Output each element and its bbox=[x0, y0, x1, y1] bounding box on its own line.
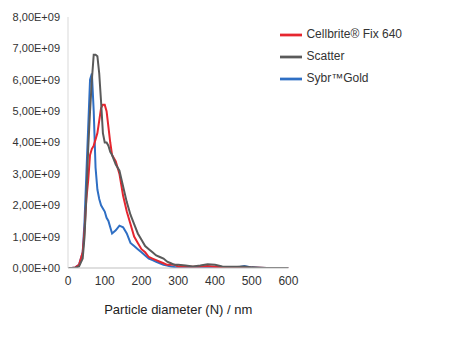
svg-text:0: 0 bbox=[65, 274, 72, 288]
svg-text:500: 500 bbox=[242, 274, 262, 288]
svg-text:6,00E+09: 6,00E+09 bbox=[13, 74, 60, 86]
svg-text:0,00E+00: 0,00E+00 bbox=[13, 262, 60, 274]
svg-text:1,00E+09: 1,00E+09 bbox=[13, 231, 60, 243]
svg-text:Particle diameter (N) / nm: Particle diameter (N) / nm bbox=[104, 302, 252, 317]
svg-text:5,00E+09: 5,00E+09 bbox=[13, 105, 60, 117]
svg-text:3,00E+09: 3,00E+09 bbox=[13, 168, 60, 180]
svg-text:2,00E+09: 2,00E+09 bbox=[13, 199, 60, 211]
svg-text:7,00E+09: 7,00E+09 bbox=[13, 42, 60, 54]
html-text:Sybr™Gold: Sybr™Gold bbox=[306, 71, 369, 86]
svg-text:600: 600 bbox=[278, 274, 298, 288]
svg-text:4,00E+09: 4,00E+09 bbox=[13, 136, 60, 148]
svg-text:8,00E+09: 8,00E+09 bbox=[13, 11, 60, 23]
html-text:Scatter: Scatter bbox=[306, 49, 345, 64]
svg-text:300: 300 bbox=[168, 274, 188, 288]
svg-text:100: 100 bbox=[95, 274, 115, 288]
html-text:Cellbrite® Fix 640: Cellbrite® Fix 640 bbox=[306, 27, 402, 42]
svg-text:200: 200 bbox=[131, 274, 151, 288]
svg-text:400: 400 bbox=[205, 274, 225, 288]
